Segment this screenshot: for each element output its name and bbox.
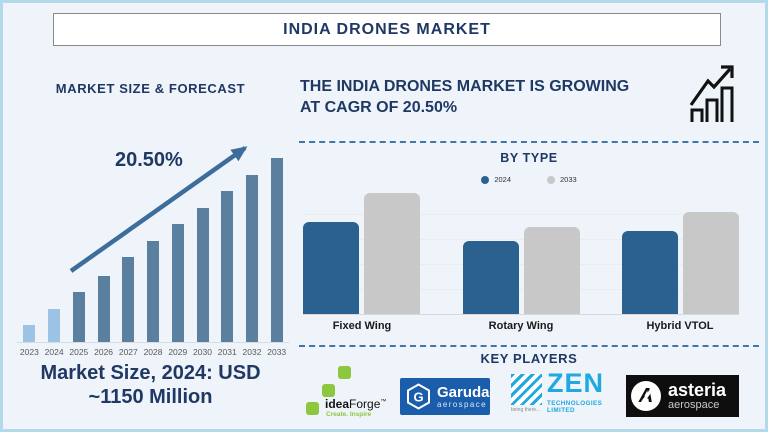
legend-label: 2024 [494,175,511,184]
garuda-wordmark: Garuda [437,383,490,401]
bytype-x-labels: Fixed Wing Rotary Wing Hybrid VTOL [303,320,739,332]
bytype-bar-2024 [303,222,359,314]
zen-wordmark: ZEN [547,368,604,398]
legend-label: 2033 [560,175,577,184]
bytype-bar-2033 [683,212,739,314]
bytype-x-label: Rotary Wing [488,320,554,332]
bytype-chart [303,190,739,315]
forecast-x-label: 2027 [118,347,138,357]
growth-chart-icon [689,65,734,122]
forecast-bar-2027 [122,257,135,342]
bytype-group [462,227,580,314]
forecast-bar-2029 [171,224,184,342]
forecast-bar-2032 [245,175,258,342]
cagr-headline: THE INDIA DRONES MARKET IS GROWING AT CA… [300,76,690,119]
market-size-line1: Market Size, 2024: USD [40,362,261,384]
zen-stripes-icon [511,374,542,405]
forecast-bar-column [240,159,265,342]
ideaforge-step-icon [322,384,335,397]
forecast-x-label: 2033 [267,347,287,357]
forecast-chart [17,158,289,343]
forecast-x-labels: 2023 2024 2025 2026 2027 2028 2029 2030 2031 2032… [17,347,289,357]
bytype-bar-2024 [462,241,519,314]
asteria-subtitle: aerospace [668,398,720,411]
bytype-bar-2024 [622,231,678,314]
legend-dot-icon [547,175,555,184]
forecast-x-label: 2026 [94,347,114,357]
zen-tagline: being there... [511,407,541,413]
forecast-bar-2030 [196,208,209,342]
forecast-bar-2031 [221,191,234,342]
market-size-line2: ~1150 Million [88,386,213,409]
dashed-divider-bottom [299,345,759,347]
svg-text:G: G [413,390,423,405]
keyplayers-heading: KEY PLAYERS [480,351,578,366]
logo-garuda-aerospace: G Garuda aerospace [400,378,490,415]
bytype-x-label: Hybrid VTOL [646,320,714,332]
forecast-section-heading: MARKET SIZE & FORECAST [55,81,246,96]
forecast-bar-2025 [72,292,85,342]
forecast-bar-2023 [23,325,36,342]
forecast-x-label: 2028 [143,347,163,357]
forecast-x-label: 2024 [44,347,64,357]
bytype-bar-2033 [523,227,580,314]
forecast-bar-2026 [97,276,110,342]
ideaforge-wordmark: ideaForge™ [325,397,387,411]
zen-subtitle: TECHNOLOGIES LIMITED [547,399,603,414]
forecast-x-label: 2029 [168,347,188,357]
forecast-x-label: 2032 [242,347,262,357]
forecast-bar-column [215,159,240,342]
legend-dot-icon [481,175,490,184]
forecast-bar-2024 [48,309,61,342]
forecast-x-label: 2023 [19,347,39,357]
forecast-bar-column [42,159,67,342]
logo-ideaforge: ideaForge™ Create. Inspire [303,365,393,421]
forecast-bar-column [116,159,141,342]
bytype-bar-2033 [364,193,420,314]
forecast-bar-column [190,159,215,342]
cagr-headline-line2: AT CAGR OF 20.50% [300,99,458,117]
legend-item: 2024 [481,175,511,184]
title-box: INDIA DRONES MARKET [53,13,721,46]
bytype-x-label: Fixed Wing [332,320,392,332]
forecast-bar-column [141,159,166,342]
bytype-legend: 2024 2033 [298,175,760,184]
bytype-heading: BY TYPE [500,151,558,165]
forecast-bar-column [66,159,91,342]
growth-trend-arrow [69,146,248,273]
asteria-circle-icon: A [631,381,661,411]
ideaforge-step-icon [338,366,351,379]
logo-asteria-aerospace: A asteria aerospace [626,375,739,417]
legend-item: 2033 [547,175,577,184]
garuda-hexagon-icon: G [407,383,430,410]
trademark-symbol: ™ [380,399,387,405]
cagr-annotation: 20.50% [115,149,183,171]
ideaforge-tagline: Create. Inspire [326,411,372,418]
cagr-headline-line1: THE INDIA DRONES MARKET IS GROWING [300,78,630,95]
logo-zen-technologies: being there... ZEN TECHNOLOGIES LIMITED [511,368,621,419]
garuda-subtitle: aerospace [437,399,487,409]
bytype-group [303,193,420,314]
forecast-x-label: 2025 [69,347,89,357]
forecast-bar-column [165,159,190,342]
forecast-bar-column [17,159,42,342]
forecast-bar-column [91,159,116,342]
market-size-footnote: Market Size, 2024: USD ~1150 Million [3,361,298,410]
dashed-divider-top [299,141,759,143]
forecast-x-label: 2031 [217,347,237,357]
asteria-wordmark: asteria [668,379,727,400]
bytype-group [622,212,739,314]
forecast-bar-column [264,158,289,342]
forecast-x-label: 2030 [193,347,212,357]
ideaforge-step-icon [306,402,319,415]
page-title: INDIA DRONES MARKET [283,20,491,38]
forecast-bar-2028 [147,241,160,342]
forecast-bar-2033 [270,158,283,342]
